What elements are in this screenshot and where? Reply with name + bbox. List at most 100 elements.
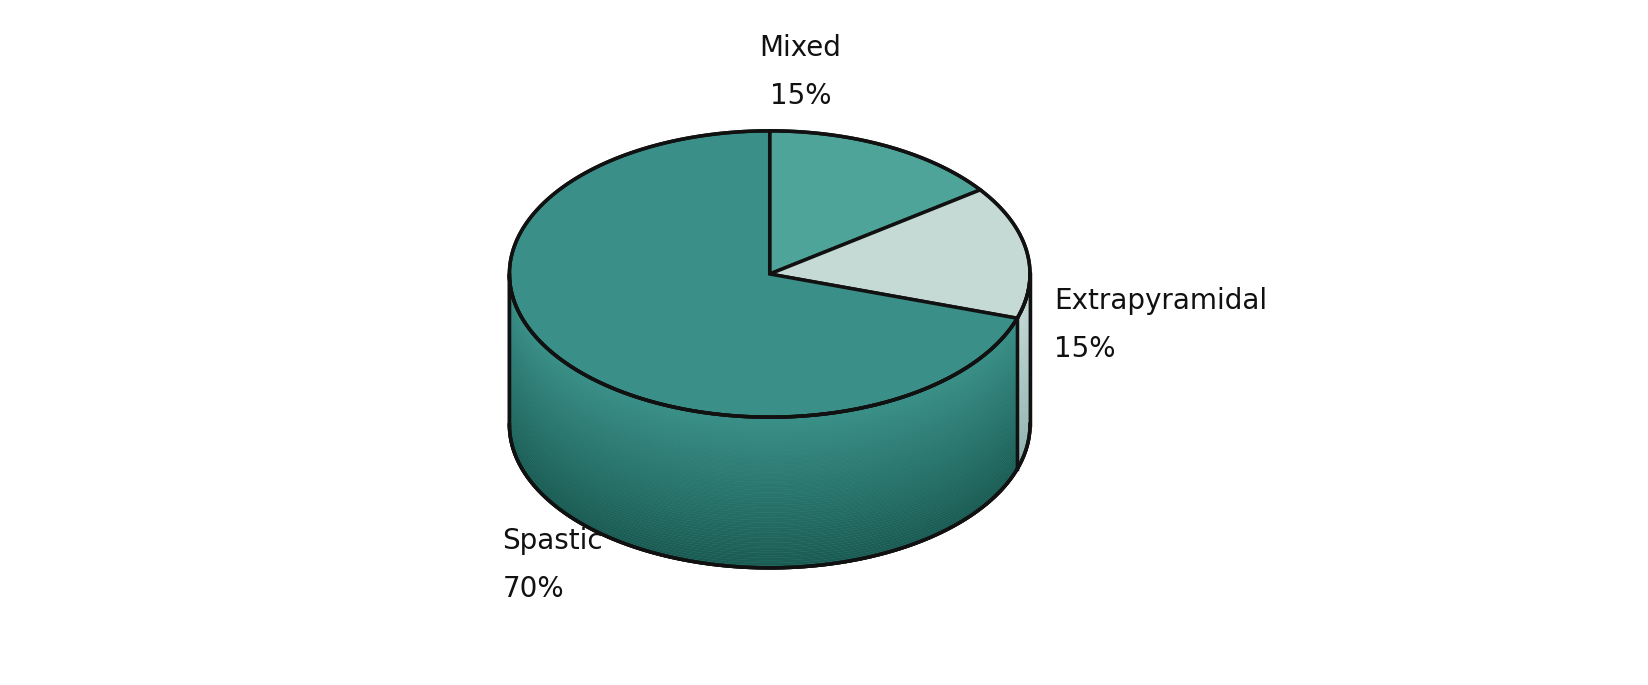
Polygon shape <box>509 300 1017 445</box>
Polygon shape <box>509 355 1017 500</box>
Polygon shape <box>509 406 1017 550</box>
Polygon shape <box>509 302 1017 447</box>
Polygon shape <box>1017 341 1030 388</box>
Polygon shape <box>509 347 1017 493</box>
Polygon shape <box>509 350 1017 495</box>
Polygon shape <box>1017 412 1030 459</box>
Polygon shape <box>509 277 1017 422</box>
Polygon shape <box>509 413 1017 558</box>
Polygon shape <box>509 330 1017 475</box>
Polygon shape <box>509 295 1017 440</box>
Polygon shape <box>509 388 1017 533</box>
Polygon shape <box>1017 369 1030 416</box>
Polygon shape <box>1017 308 1030 356</box>
Polygon shape <box>509 385 1017 530</box>
Polygon shape <box>509 338 1017 482</box>
Polygon shape <box>509 285 1017 429</box>
Polygon shape <box>509 297 1017 443</box>
Polygon shape <box>1017 316 1030 364</box>
Polygon shape <box>509 398 1017 543</box>
Polygon shape <box>1017 353 1030 401</box>
Polygon shape <box>509 279 1017 425</box>
Polygon shape <box>509 360 1017 505</box>
Polygon shape <box>1017 346 1030 394</box>
Polygon shape <box>509 370 1017 515</box>
Polygon shape <box>1017 414 1030 462</box>
Polygon shape <box>1017 421 1030 469</box>
Polygon shape <box>509 131 1017 417</box>
Polygon shape <box>1017 374 1030 421</box>
Polygon shape <box>1017 349 1030 396</box>
Polygon shape <box>1017 401 1030 449</box>
Polygon shape <box>509 325 1017 470</box>
Polygon shape <box>509 423 1017 568</box>
Polygon shape <box>1017 326 1030 373</box>
Polygon shape <box>509 275 1017 568</box>
Polygon shape <box>1017 323 1030 371</box>
Polygon shape <box>1017 278 1030 326</box>
Polygon shape <box>1017 376 1030 424</box>
Text: 70%: 70% <box>503 575 564 603</box>
Polygon shape <box>509 373 1017 518</box>
Polygon shape <box>1017 338 1030 386</box>
Polygon shape <box>1017 359 1030 406</box>
Polygon shape <box>1017 382 1030 429</box>
Text: Extrapyramidal: Extrapyramidal <box>1053 288 1266 315</box>
Polygon shape <box>1017 419 1030 466</box>
Polygon shape <box>1017 329 1030 376</box>
Polygon shape <box>1017 331 1030 379</box>
Polygon shape <box>1017 336 1030 384</box>
Polygon shape <box>509 393 1017 538</box>
Polygon shape <box>509 282 1017 427</box>
Polygon shape <box>1017 404 1030 451</box>
Polygon shape <box>1017 288 1030 336</box>
Polygon shape <box>1017 391 1030 439</box>
Polygon shape <box>509 365 1017 510</box>
Polygon shape <box>1017 344 1030 391</box>
Polygon shape <box>1017 379 1030 426</box>
Polygon shape <box>509 410 1017 556</box>
Polygon shape <box>1017 299 1030 346</box>
Polygon shape <box>509 408 1017 553</box>
Polygon shape <box>1017 386 1030 434</box>
Polygon shape <box>1017 301 1030 349</box>
Polygon shape <box>1017 366 1030 414</box>
Polygon shape <box>770 131 979 274</box>
Polygon shape <box>1017 296 1030 343</box>
Polygon shape <box>1017 321 1030 369</box>
Polygon shape <box>509 345 1017 490</box>
Text: 15%: 15% <box>1053 336 1114 363</box>
Polygon shape <box>1017 371 1030 419</box>
Polygon shape <box>509 358 1017 503</box>
Polygon shape <box>1017 311 1030 358</box>
Polygon shape <box>509 320 1017 465</box>
Polygon shape <box>509 418 1017 563</box>
Polygon shape <box>1017 416 1030 464</box>
Polygon shape <box>1017 406 1030 454</box>
Polygon shape <box>1017 409 1030 456</box>
Polygon shape <box>1017 384 1030 432</box>
Polygon shape <box>509 335 1017 480</box>
Text: Mixed: Mixed <box>760 34 840 62</box>
Polygon shape <box>509 305 1017 450</box>
Polygon shape <box>509 340 1017 485</box>
Polygon shape <box>1017 397 1030 444</box>
Polygon shape <box>1017 273 1030 469</box>
Polygon shape <box>1017 394 1030 441</box>
Polygon shape <box>509 275 1017 420</box>
Polygon shape <box>1017 314 1030 361</box>
Polygon shape <box>1017 281 1030 328</box>
Polygon shape <box>509 400 1017 545</box>
Polygon shape <box>1017 291 1030 338</box>
Polygon shape <box>509 421 1017 565</box>
Polygon shape <box>509 380 1017 525</box>
Polygon shape <box>1017 361 1030 409</box>
Polygon shape <box>509 415 1017 560</box>
Polygon shape <box>1017 293 1030 341</box>
Polygon shape <box>1017 303 1030 351</box>
Polygon shape <box>509 292 1017 437</box>
Polygon shape <box>509 332 1017 477</box>
Polygon shape <box>1017 364 1030 411</box>
Polygon shape <box>1017 286 1030 334</box>
Polygon shape <box>1017 273 1030 321</box>
